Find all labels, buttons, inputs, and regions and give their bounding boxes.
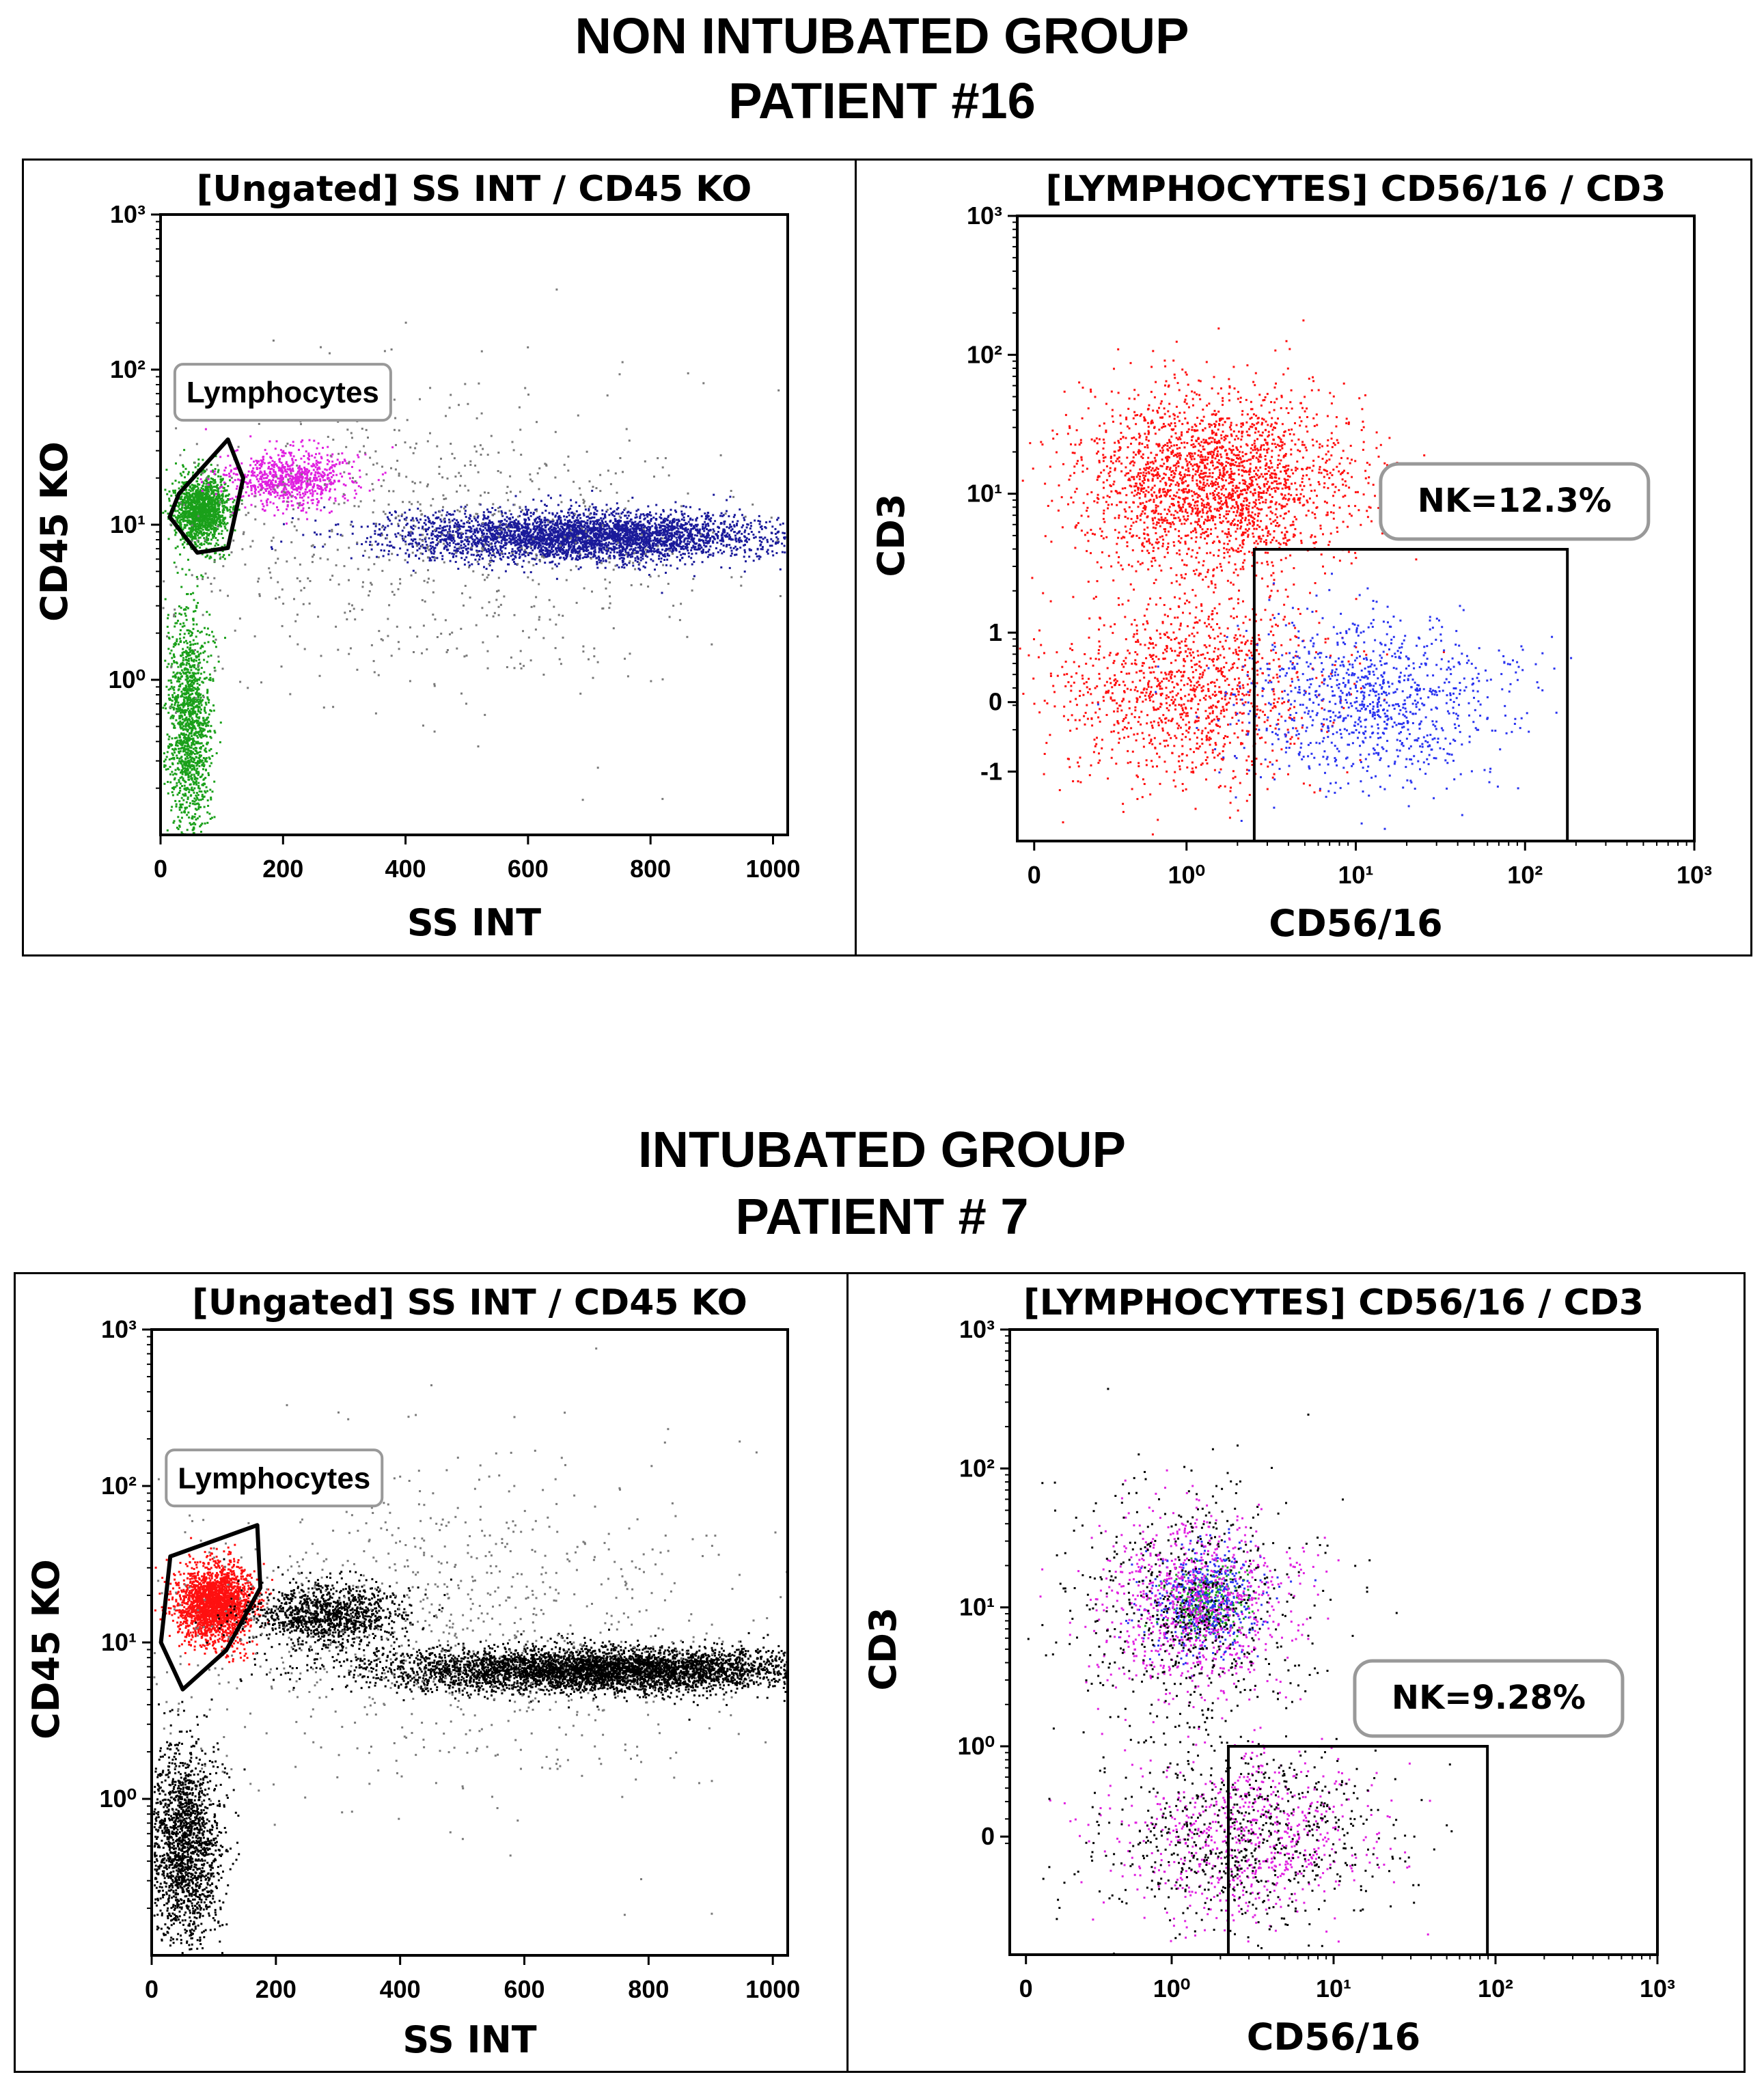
gate-label-box [165,1448,384,1508]
lymphocyte-gate [159,1523,263,1692]
x-axis-label: CD56/16 [1247,2015,1420,2059]
cluster-lymphocytes [162,449,244,564]
y-tick-label: 10⁰ [958,1732,995,1760]
cluster-monocytes [194,1558,452,1668]
x-tick-label: 800 [628,1975,669,2003]
cluster-t-cells [1021,319,1438,615]
y-axis-label: CD45 KO [33,441,76,622]
nk-percentage-label: NK=12.3% [1418,482,1612,520]
cluster-granulocytes [270,489,786,594]
scatter-points [1019,319,1573,836]
plot-title: [Ungated] SS INT / CD45 KO [192,1282,747,1323]
nk-gate [1252,548,1569,842]
gate-label: Lymphocytes [187,376,379,409]
cluster-background [153,1347,788,1916]
scatter-points [1027,1388,1453,1955]
nk-gate [1226,1745,1489,1956]
x-tick-label: 200 [256,1975,297,2003]
group1-title-line1: NON INTUBATED GROUP [0,3,1764,69]
x-axis-label: SS INT [407,901,541,944]
scatter-points [162,288,786,836]
x-tick-label: 1000 [745,855,800,883]
x-tick-label: 10¹ [1316,1974,1351,2002]
x-tick-label: 10³ [1677,861,1712,889]
y-tick-label: 10⁰ [100,1785,137,1813]
x-tick-label: 0 [1019,1974,1033,2002]
cluster-debris [153,1698,246,1955]
group2-panel-divider [846,1272,849,2073]
y-tick-label: 10² [967,340,1002,368]
x-tick-label: 1000 [745,1975,800,2003]
cluster-background [162,288,782,801]
group2-scatter-cd56-cd3: [LYMPHOCYTES] CD56/16 / CD3 0 10⁰ 10¹ 10² 10³… [862,1282,1675,2059]
lymphocyte-gate [167,437,245,555]
y-tick-label: 1 [989,618,1002,646]
y-tick-label: 10¹ [101,1628,137,1656]
x-tick-label: 800 [630,855,671,883]
y-tick-label: 10³ [967,202,1002,230]
y-tick-label: 10² [101,1472,137,1500]
x-tick-label: 0 [1028,861,1041,889]
scatter-points [153,1347,788,1955]
plot-title: [LYMPHOCYTES] CD56/16 / CD3 [1046,169,1666,210]
y-axis-label: CD45 KO [25,1559,68,1739]
group2-title-line2: PATIENT # 7 [0,1184,1764,1250]
y-tick-label: 10² [959,1454,995,1482]
y-tick-label: 10¹ [959,1593,995,1621]
x-tick-label: 10¹ [1338,861,1373,889]
plot-title: [LYMPHOCYTES] CD56/16 / CD3 [1023,1282,1644,1323]
gate-label-box [173,363,392,422]
y-tick-label: 10¹ [967,480,1002,508]
cluster-debris [162,555,226,836]
x-tick-label: 0 [145,1975,159,2003]
x-tick-label: 200 [262,855,303,883]
nk-percentage-label: NK=9.28% [1392,1679,1586,1717]
y-tick-label: 10³ [101,1315,137,1343]
cluster-nk-cells [1097,573,1573,830]
y-tick-label: 0 [981,1822,995,1850]
group2-title-line1: INTUBATED GROUP [0,1117,1764,1183]
cluster-cd3-negative-black [1042,1674,1453,1955]
x-tick-label: 10⁰ [1153,1974,1190,2002]
nk-label-box [1353,1659,1625,1738]
group1-title-line2: PATIENT #16 [0,68,1764,134]
y-tick-label: 0 [989,688,1002,716]
group1-figure-frame [22,159,1752,956]
x-tick-label: 600 [504,1975,545,2003]
group1-scatter-cd56-cd3: [LYMPHOCYTES] CD56/16 / CD3 0 10⁰ 10¹ 10² 10³… [870,169,1712,945]
x-tick-label: 10³ [1640,1974,1675,2002]
y-tick-label: 10⁰ [109,665,146,693]
x-axis-label: SS INT [402,2018,536,2061]
y-tick-label: -1 [980,757,1002,785]
group2-figure-frame [14,1272,1746,2073]
y-tick-label: 10³ [959,1315,995,1343]
cluster-cd3-negative [1019,549,1445,836]
x-tick-label: 400 [385,855,426,883]
cluster-monocytes [199,428,394,525]
x-tick-label: 600 [508,855,549,883]
group2-scatter-ss-cd45: [Ungated] SS INT / CD45 KO 0 200 400 600 800 1… [25,1282,800,2061]
group1-panel-divider [855,159,857,956]
x-tick-label: 0 [154,855,167,883]
gate-label: Lymphocytes [178,1461,370,1495]
y-tick-label: 10¹ [110,510,146,538]
nk-label-box [1379,462,1651,541]
x-tick-label: 10² [1478,1974,1513,2002]
cluster-granulocytes [206,1628,788,1721]
x-tick-label: 10⁰ [1168,861,1205,889]
cluster-t-cells-outer [1039,1469,1340,1744]
x-axis-label: CD56/16 [1269,902,1442,945]
y-axis-label: CD3 [862,1607,905,1690]
x-tick-label: 400 [380,1975,421,2003]
cluster-cd3-negative-magenta [1049,1721,1431,1943]
y-tick-label: 10³ [110,200,146,228]
x-tick-label: 10² [1507,861,1543,889]
group1-scatter-ss-cd45: [Ungated] SS INT / CD45 KO 0 200 400 600 800 1… [33,169,801,944]
plot-title: [Ungated] SS INT / CD45 KO [197,169,752,210]
y-axis-label: CD3 [870,493,913,577]
plot-frame [159,213,789,836]
cluster-t-cells-sparse [1027,1388,1398,1765]
y-tick-label: 10² [110,355,146,383]
